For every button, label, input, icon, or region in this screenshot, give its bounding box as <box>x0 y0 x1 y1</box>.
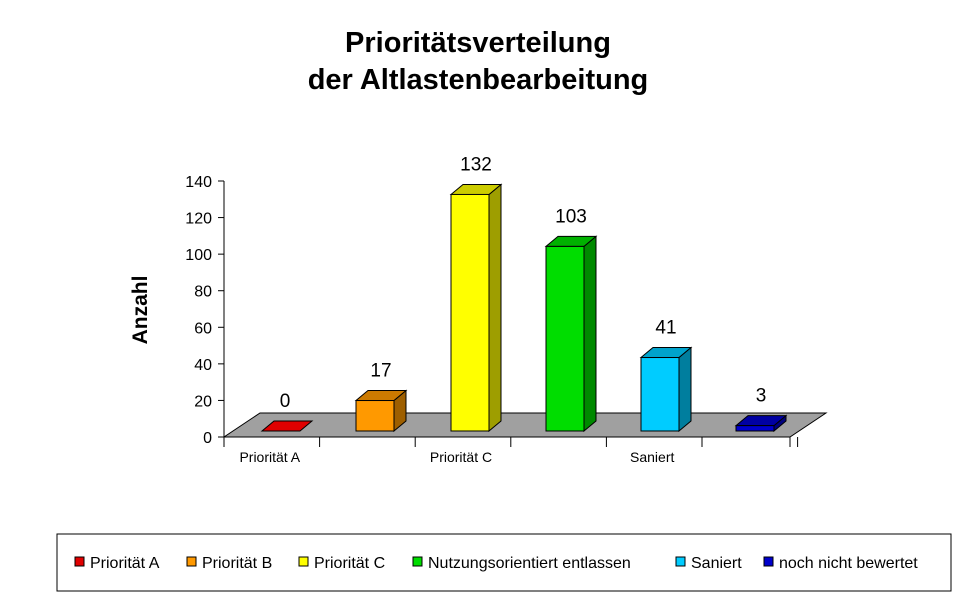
legend-label: Saniert <box>691 555 742 572</box>
legend-label: noch nicht bewertet <box>779 555 918 572</box>
bar-front <box>355 400 395 432</box>
y-tick-label: 100 <box>185 247 212 264</box>
chart-floor <box>222 412 828 438</box>
bar-5 <box>639 346 693 433</box>
legend-item: Priorität A <box>74 555 160 572</box>
chart-title-line-1: Prioritätsverteilung <box>345 27 611 59</box>
legend-swatch <box>74 556 85 567</box>
y-tick-label: 120 <box>185 211 212 228</box>
y-tick-label: 80 <box>194 284 212 301</box>
data-label: 132 <box>460 154 492 175</box>
legend-box <box>56 533 952 592</box>
bar-1 <box>260 420 314 432</box>
bar-3 <box>449 183 503 433</box>
legend-item: noch nicht bewertet <box>763 555 918 572</box>
bar-front <box>735 425 775 432</box>
bar-6 <box>734 414 788 433</box>
x-tick-label: Priorität A <box>239 449 300 465</box>
legend-item: Nutzungsorientiert entlassen <box>412 555 631 572</box>
legend-label: Priorität C <box>314 555 385 572</box>
legend-label: Nutzungsorientiert entlassen <box>428 555 631 572</box>
legend-item: Priorität C <box>298 555 385 572</box>
legend-item: Priorität B <box>186 555 272 572</box>
bar-front <box>450 193 490 432</box>
bar-front <box>640 357 680 432</box>
legend-swatch <box>186 556 197 567</box>
x-tick-label: Priorität C <box>430 449 492 465</box>
x-tick-label: Saniert <box>630 449 674 465</box>
data-label: 41 <box>655 318 676 339</box>
bar-4 <box>544 235 598 433</box>
legend: Priorität A Priorität B Priorität C Nutzung… <box>74 555 918 572</box>
y-tick-label: 20 <box>194 393 212 410</box>
data-label: 17 <box>370 361 391 382</box>
y-tick-label: 60 <box>194 320 212 337</box>
legend-swatch <box>298 556 309 567</box>
y-axis-label: Anzahl <box>129 276 152 345</box>
chart-title-line-2: der Altlastenbearbeitung <box>308 64 649 96</box>
legend-swatch <box>763 556 774 567</box>
legend-label: Priorität B <box>202 555 272 572</box>
legend-swatch <box>412 556 423 567</box>
bar-side <box>583 235 597 433</box>
y-tick-label: 40 <box>194 357 212 374</box>
legend-item: Saniert <box>675 555 742 572</box>
y-tick-label: 140 <box>185 174 212 191</box>
bar-2 <box>354 389 408 433</box>
plot-area: 0 20 40 60 80 100 120 140 Priorität A Priorität C… <box>185 154 828 465</box>
bar-side <box>678 346 692 433</box>
bar-side <box>488 183 502 433</box>
legend-swatch <box>675 556 686 567</box>
y-tick-label: 0 <box>203 430 212 447</box>
bar-front <box>545 245 585 432</box>
data-label: 3 <box>756 386 767 407</box>
legend-label: Priorität A <box>90 555 160 572</box>
data-label: 103 <box>555 206 587 227</box>
data-label: 0 <box>280 391 291 412</box>
